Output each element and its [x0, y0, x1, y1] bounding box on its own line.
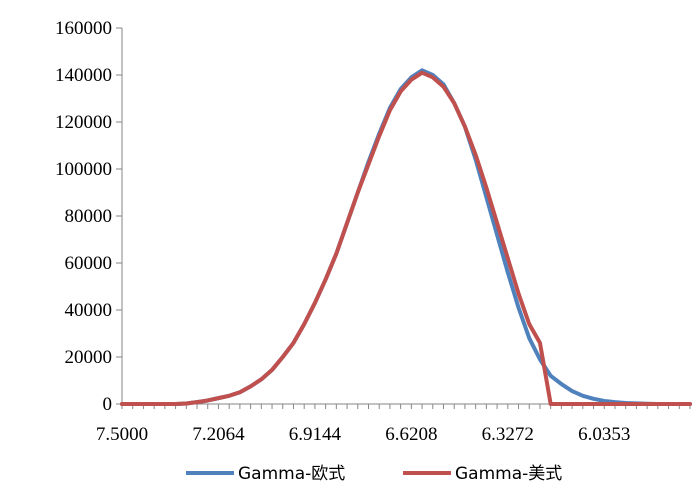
y-tick-label: 60000	[65, 253, 113, 274]
x-tick-label: 6.9144	[289, 424, 342, 445]
x-tick-label: 6.0353	[578, 424, 630, 445]
x-tick-label: 6.3272	[482, 424, 534, 445]
series-line-1	[120, 68, 692, 406]
y-tick-label: 0	[103, 394, 113, 415]
y-tick-label: 40000	[65, 300, 113, 321]
legend-label-1: Gamma-欧式	[238, 464, 345, 484]
y-tick-label: 140000	[55, 65, 112, 86]
x-axis-ticks: 7.5000 7.2064 6.9144 6.6208 6.3272 6.0353	[96, 404, 691, 445]
x-tick-label: 7.5000	[96, 424, 148, 445]
series-lines	[120, 68, 692, 406]
legend-label-2: Gamma-美式	[455, 464, 562, 484]
y-tick-label: 80000	[65, 206, 113, 227]
series-line-2	[120, 70, 692, 406]
y-tick-label: 100000	[55, 159, 112, 180]
y-tick-label: 20000	[65, 347, 113, 368]
x-tick-label: 6.6208	[385, 424, 437, 445]
legend: Gamma-欧式 Gamma-美式	[186, 464, 562, 484]
y-axis-ticks: 0 20000 40000 60000 80000 100000 120000 140000 1…	[55, 18, 122, 415]
x-tick-label: 7.2064	[192, 424, 245, 445]
y-tick-label: 160000	[55, 18, 112, 39]
y-tick-label: 120000	[55, 112, 112, 133]
